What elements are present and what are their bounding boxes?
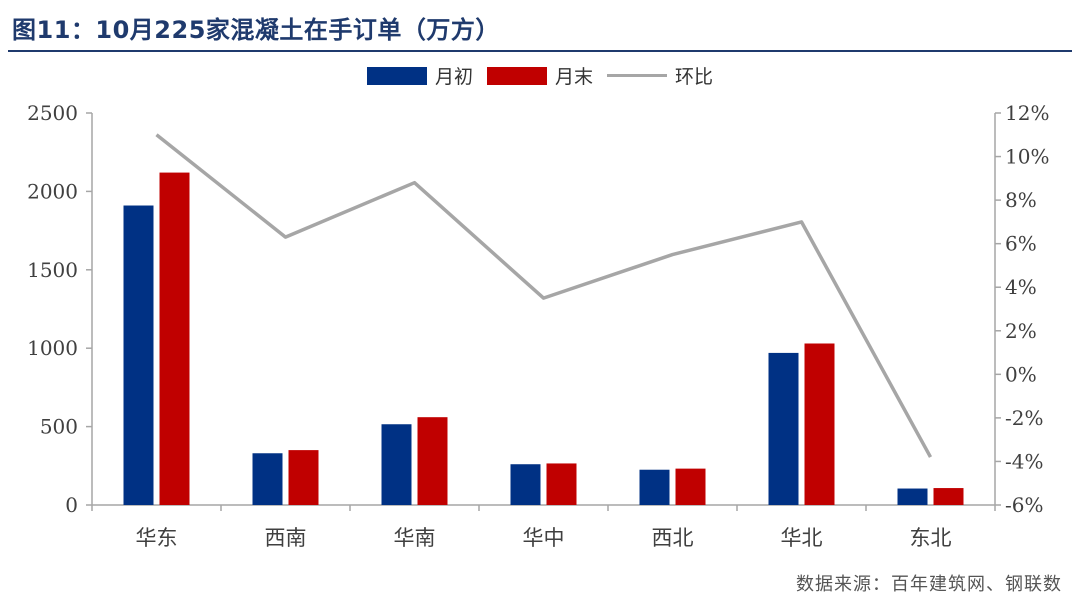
- x-tick-label: 华北: [781, 526, 823, 550]
- bar-month-end: [417, 417, 448, 505]
- x-tick-label: 西北: [652, 526, 694, 550]
- x-tick-label: 西南: [265, 526, 307, 550]
- bar-month-start: [510, 464, 541, 505]
- legend-item-month-end: 月末: [486, 62, 593, 89]
- right-tick-label: 10%: [1005, 145, 1049, 169]
- left-tick-label: 0: [65, 493, 78, 517]
- x-tick-label: 东北: [910, 526, 952, 550]
- x-tick-label: 华中: [523, 526, 565, 550]
- right-tick-label: 2%: [1005, 319, 1037, 343]
- bar-month-end: [933, 488, 964, 505]
- legend-label-ratio: 环比: [675, 66, 714, 88]
- bar-month-start: [252, 453, 283, 505]
- chart-legend: 月初 月末 环比: [0, 62, 1080, 89]
- bar-month-start: [768, 352, 799, 505]
- chart-title: 图11：10月225家混凝土在手订单（万方）: [12, 16, 500, 44]
- right-tick-label: 8%: [1005, 188, 1037, 212]
- title-underline: [8, 50, 1072, 52]
- legend-item-month-start: 月初: [366, 62, 473, 89]
- legend-label-month-start: 月初: [434, 66, 473, 88]
- right-tick-label: -2%: [1005, 406, 1044, 430]
- left-tick-label: 1000: [27, 336, 78, 360]
- bar-month-end: [288, 450, 319, 505]
- bar-month-end: [546, 463, 577, 505]
- x-tick-label: 华南: [394, 526, 436, 550]
- x-tick-label: 华东: [136, 526, 178, 550]
- bar-month-end: [804, 343, 835, 505]
- legend-swatch-ratio: [607, 74, 667, 77]
- right-tick-label: 12%: [1005, 101, 1049, 125]
- legend-swatch-month-end: [486, 66, 547, 85]
- right-tick-label: 0%: [1005, 362, 1037, 386]
- right-tick-label: -4%: [1005, 449, 1044, 473]
- bar-month-start: [639, 469, 670, 505]
- left-tick-label: 2000: [27, 179, 78, 203]
- source-note: 数据来源：百年建筑网、钢联数: [796, 574, 1062, 595]
- left-tick-label: 1500: [27, 258, 78, 282]
- legend-label-month-end: 月末: [554, 66, 593, 88]
- right-tick-label: 4%: [1005, 275, 1037, 299]
- bar-month-start: [381, 424, 412, 505]
- legend-swatch-month-start: [366, 66, 427, 85]
- legend-item-ratio: 环比: [607, 62, 713, 89]
- bar-month-end: [159, 172, 190, 506]
- right-tick-label: 6%: [1005, 232, 1037, 256]
- bar-month-end: [675, 468, 706, 505]
- bar-month-start: [123, 205, 154, 505]
- left-tick-label: 500: [40, 415, 78, 439]
- bar-month-start: [897, 488, 928, 505]
- left-tick-label: 2500: [27, 101, 78, 125]
- right-tick-label: -6%: [1005, 493, 1044, 517]
